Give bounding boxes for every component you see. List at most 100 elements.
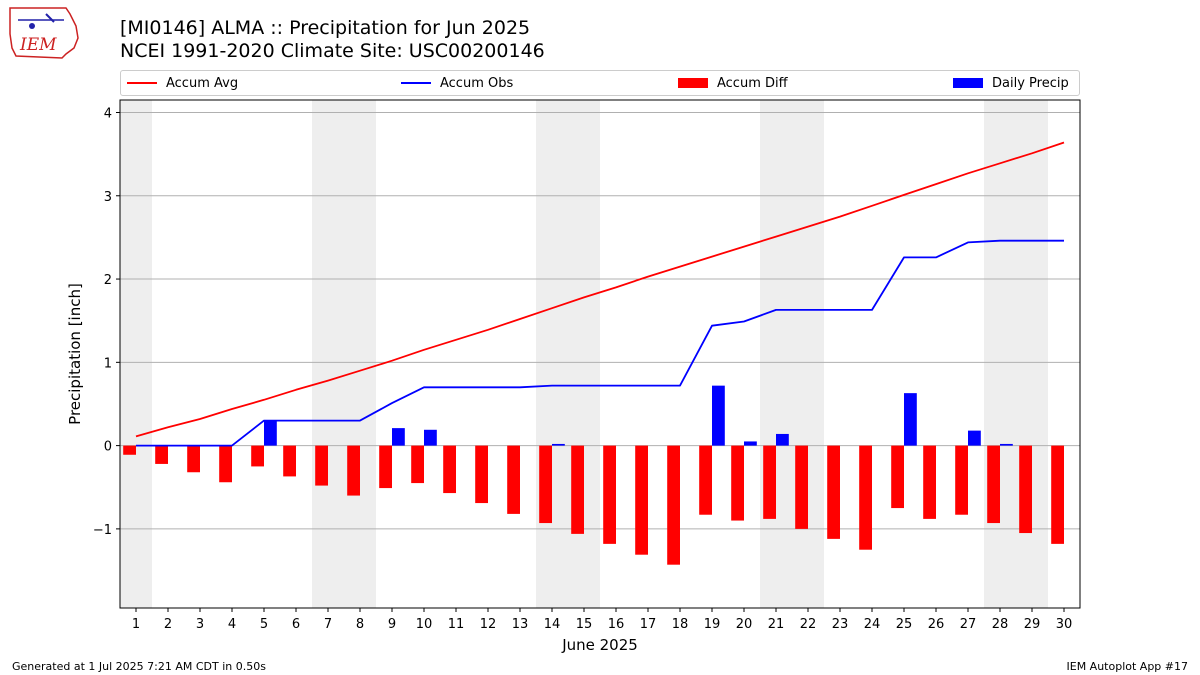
x-tick-label-17: 17 [640,617,657,632]
x-tick-label-11: 11 [448,617,465,632]
accum-diff-bar-day-24 [859,445,872,550]
daily-precip-bar-day-20 [744,441,757,446]
x-tick-label-27: 27 [960,617,977,632]
y-axis-label: Precipitation [inch] [66,283,84,425]
x-tick-label-13: 13 [512,617,529,632]
svg-text:IEM: IEM [19,35,57,55]
x-tick-label-1: 1 [132,617,140,632]
footer-app-label: IEM Autoplot App #17 [1066,660,1189,673]
x-tick-label-16: 16 [608,617,625,632]
x-tick-label-10: 10 [416,617,433,632]
weekend-shade-day-28 [984,100,1016,608]
legend-swatch-accum-avg [127,82,157,84]
chart-legend: Accum Avg Accum Obs Accum Diff Daily Pre… [120,70,1080,96]
accum-diff-bar-day-18 [667,445,680,565]
weekend-shade-day-21 [760,100,792,608]
accum-diff-bar-day-30 [1051,445,1064,544]
weekend-shade-day-15 [568,100,600,608]
daily-precip-bar-day-10 [424,429,437,446]
accum-diff-bar-day-25 [891,445,904,509]
weekend-shade-day-14 [536,100,568,608]
legend-item-accum-diff: Accum Diff [678,71,788,95]
accum-diff-bar-day-17 [635,445,648,555]
accum-diff-bar-day-20 [731,445,744,521]
x-tick-label-18: 18 [672,617,689,632]
x-tick-label-4: 4 [228,617,236,632]
accum-diff-bar-day-5 [251,445,264,467]
y-tick-label-4: 4 [104,106,112,121]
legend-item-accum-obs: Accum Obs [401,71,513,95]
accum-diff-bar-day-26 [923,445,936,519]
accum-diff-bar-day-2 [155,445,168,464]
chart-title: [MI0146] ALMA :: Precipitation for Jun 2… [120,17,531,39]
x-tick-label-12: 12 [480,617,497,632]
x-tick-label-8: 8 [356,617,364,632]
accum-diff-bar-day-6 [283,445,296,477]
accum-diff-bar-day-15 [571,445,584,534]
plot-frame [119,99,1081,609]
y-tick-label-1: 1 [104,356,112,371]
daily-precip-bar-day-25 [904,393,917,446]
accum-diff-bar-day-23 [827,445,840,539]
x-tick-label-23: 23 [832,617,849,632]
accum-obs-line [136,239,1064,447]
weekend-shade-day-22 [792,100,824,608]
x-tick-label-5: 5 [260,617,268,632]
accum-diff-bar-day-27 [955,445,968,515]
x-tick-label-29: 29 [1024,617,1041,632]
x-tick-label-2: 2 [164,617,172,632]
daily-precip-bar-day-28 [1000,443,1013,446]
x-tick-label-30: 30 [1056,617,1073,632]
x-tick-label-21: 21 [768,617,785,632]
y-tick-label-2: 2 [104,273,112,288]
daily-precip-bar-day-9 [392,428,405,446]
x-tick-label-22: 22 [800,617,817,632]
accum-diff-bar-day-1 [123,445,136,455]
y-tick-label-3: 3 [104,190,112,205]
y-tick-label-0: 0 [104,440,112,455]
accum-diff-bar-day-9 [379,445,392,489]
daily-precip-bar-day-27 [968,430,981,446]
chart-subtitle: NCEI 1991-2020 Climate Site: USC00200146 [120,40,545,62]
accum-diff-bar-day-10 [411,445,424,484]
legend-label-daily-precip: Daily Precip [992,75,1069,91]
accum-diff-bar-day-8 [347,445,360,496]
accum-diff-bar-day-7 [315,445,328,486]
accum-diff-bar-day-4 [219,445,232,483]
x-tick-label-20: 20 [736,617,753,632]
legend-label-accum-diff: Accum Diff [717,75,788,91]
accum-diff-bar-day-3 [187,445,200,473]
daily-precip-bar-day-5 [264,420,277,446]
x-tick-label-25: 25 [896,617,913,632]
legend-label-accum-obs: Accum Obs [440,75,514,91]
accum-diff-bar-day-21 [763,445,776,519]
legend-swatch-accum-obs [401,82,431,84]
x-tick-label-3: 3 [196,617,204,632]
footer-generated-note: Generated at 1 Jul 2025 7:21 AM CDT in 0… [12,660,266,673]
y-tick-label--1: −1 [93,523,112,538]
accum-diff-bar-day-13 [507,445,520,514]
iem-logo: IEM [9,7,79,59]
accum-diff-bar-day-29 [1019,445,1032,534]
x-tick-label-19: 19 [704,617,721,632]
legend-label-accum-avg: Accum Avg [166,75,239,91]
legend-item-daily-precip: Daily Precip [953,71,1069,95]
accum-diff-bar-day-19 [699,445,712,515]
x-tick-label-26: 26 [928,617,945,632]
weekend-shade-day-8 [344,100,376,608]
daily-precip-bar-day-21 [776,433,789,446]
legend-swatch-daily-precip [953,78,983,88]
daily-precip-bar-day-19 [712,385,725,446]
x-axis-label: June 2025 [561,636,638,654]
legend-swatch-accum-diff [678,78,708,88]
accum-diff-bar-day-12 [475,445,488,504]
accum-diff-bar-day-11 [443,445,456,494]
x-tick-label-7: 7 [324,617,332,632]
x-tick-label-14: 14 [544,617,561,632]
accum-diff-bar-day-28 [987,445,1000,524]
x-tick-label-28: 28 [992,617,1009,632]
weekend-shade-day-7 [312,100,344,608]
accum-diff-bar-day-22 [795,445,808,529]
x-tick-label-24: 24 [864,617,881,632]
